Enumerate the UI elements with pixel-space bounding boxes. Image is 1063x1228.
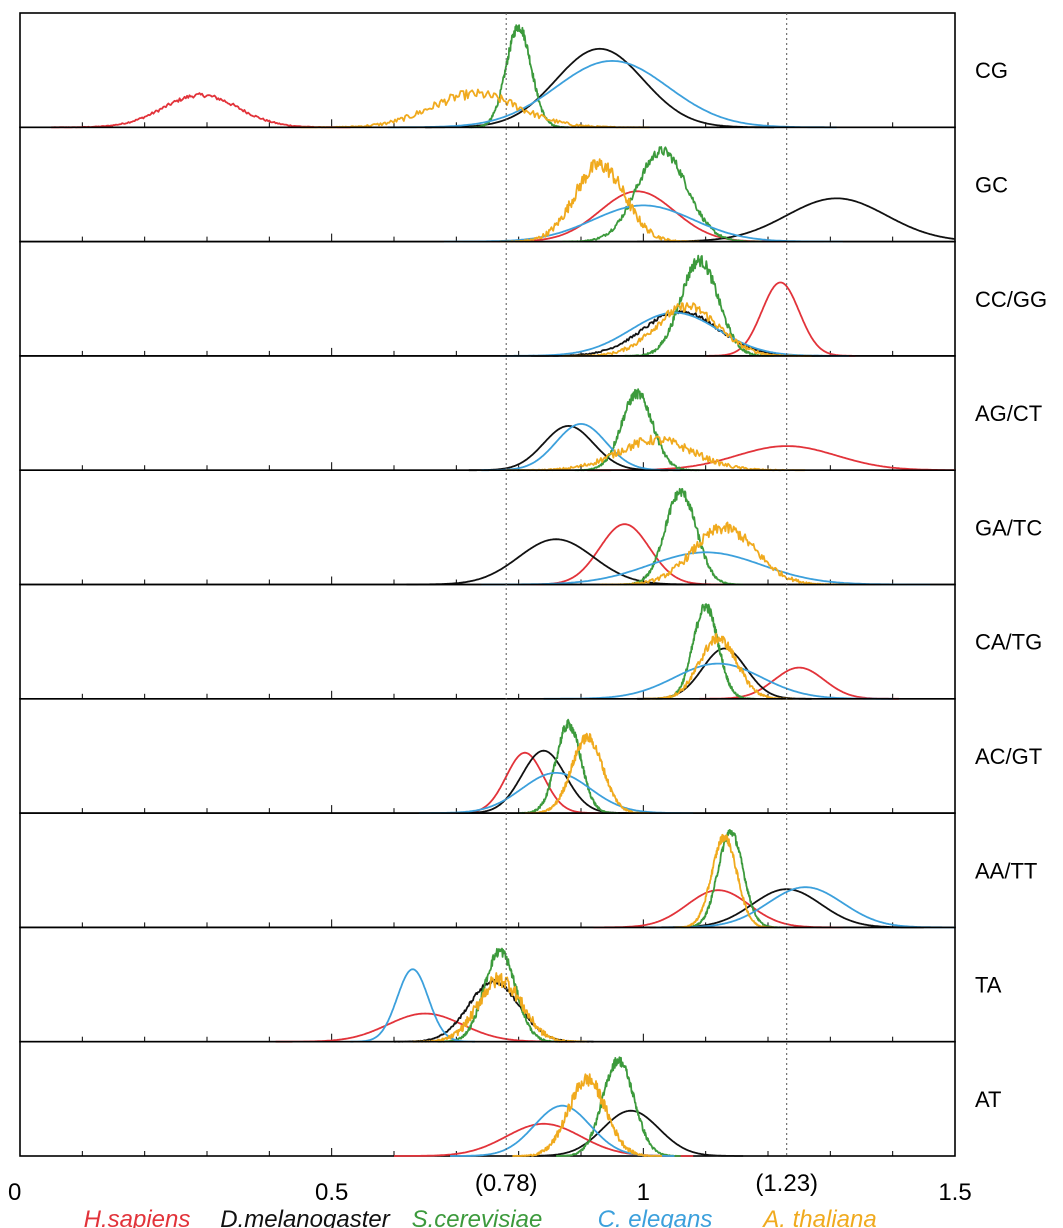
series-curve-athaliana bbox=[524, 732, 650, 814]
series-curve-scerevisiae bbox=[624, 254, 775, 357]
reference-lines: (0.78) (1.23) bbox=[475, 13, 818, 1197]
series-curve-athaliana bbox=[300, 88, 650, 129]
panel-frame bbox=[19, 469, 956, 586]
series-curve-athaliana bbox=[506, 434, 806, 472]
series-curve-dmelanogaster bbox=[636, 647, 812, 700]
series-curve-athaliana bbox=[562, 302, 812, 357]
series-curve-dmelanogaster bbox=[468, 425, 669, 472]
series-curve-celegans bbox=[481, 423, 681, 472]
series-curve-scerevisiae bbox=[618, 487, 744, 586]
reference-line-label: (0.78) bbox=[475, 1170, 538, 1197]
series-curve-scerevisiae bbox=[555, 1056, 682, 1157]
panel-frame bbox=[19, 240, 956, 357]
plot-area bbox=[19, 12, 956, 1157]
panel-label: CA/TG bbox=[975, 630, 1042, 655]
panel-label: AA/TT bbox=[975, 858, 1037, 883]
series-curve-celegans bbox=[387, 60, 837, 129]
series-curve-athaliana bbox=[643, 632, 794, 700]
panel-frame bbox=[19, 12, 956, 129]
series-curve-dmelanogaster bbox=[531, 310, 831, 357]
series-curve-celegans bbox=[500, 311, 849, 357]
series-curve-celegans bbox=[350, 968, 476, 1043]
series-curve-celegans bbox=[543, 662, 893, 700]
series-curve-celegans bbox=[418, 772, 694, 814]
series-curve-hsapiens bbox=[587, 445, 955, 472]
panel-frame bbox=[19, 355, 956, 471]
legend-entry: C. elegans bbox=[598, 1206, 713, 1228]
panel-label: AG/CT bbox=[975, 401, 1042, 426]
series-curve-dmelanogaster bbox=[393, 978, 594, 1043]
series-curve-scerevisiae bbox=[562, 146, 762, 243]
series-curve-celegans bbox=[655, 886, 955, 929]
panel-label: GC bbox=[975, 172, 1008, 197]
series-curve-scerevisiae bbox=[574, 388, 700, 472]
series-curve-hsapiens bbox=[51, 92, 351, 129]
series-curve-celegans bbox=[481, 551, 931, 586]
legend-entry: H.sapiens bbox=[84, 1206, 191, 1228]
series-curve-dmelanogaster bbox=[518, 1109, 744, 1157]
series-curve-scerevisiae bbox=[518, 718, 619, 814]
x-tick-label: 0 bbox=[8, 1179, 21, 1206]
series-curve-scerevisiae bbox=[680, 829, 781, 929]
panel-label: AT bbox=[975, 1087, 1001, 1112]
x-tick-label: 1 bbox=[637, 1179, 650, 1206]
legend-entry: S.cerevisiae bbox=[412, 1206, 543, 1228]
series-curve-dmelanogaster bbox=[406, 538, 706, 586]
panel-label: CG bbox=[975, 58, 1008, 83]
panel-label: CC/GG bbox=[975, 287, 1047, 312]
panel-labels: CG GC CC/GG AG/CT GA/TC CA/TG AC/GT AA/TT TA AT bbox=[975, 58, 1047, 1112]
legend-entry: D.melanogaster bbox=[220, 1206, 390, 1228]
panel-frame bbox=[19, 1040, 956, 1157]
panel-frame bbox=[19, 583, 956, 700]
panel-frame bbox=[19, 812, 956, 929]
series-curve-scerevisiae bbox=[468, 24, 569, 129]
series-curve-athaliana bbox=[499, 158, 700, 243]
panel-label: GA/TC bbox=[975, 515, 1042, 540]
series-curve-athaliana bbox=[512, 1073, 663, 1157]
legend: H.sapiens D.melanogaster S.cerevisiae C. el… bbox=[84, 1206, 877, 1228]
series-curve-hsapiens bbox=[705, 281, 856, 357]
reference-line-label: (1.23) bbox=[755, 1170, 818, 1197]
x-tick-label: 0.5 bbox=[315, 1179, 348, 1206]
series-curve-athaliana bbox=[412, 972, 588, 1043]
series-curve-athaliana bbox=[674, 833, 775, 929]
x-axis-tick-labels: 0 0.5 1 1.5 bbox=[8, 1179, 972, 1206]
series-curve-hsapiens bbox=[593, 889, 843, 929]
series-curve-dmelanogaster bbox=[425, 47, 775, 129]
panel-label: TA bbox=[975, 973, 1002, 998]
panel-frame bbox=[19, 697, 956, 814]
panel-frame bbox=[19, 126, 956, 243]
series-curve-scerevisiae bbox=[437, 947, 563, 1043]
series-curve-hsapiens bbox=[449, 751, 600, 814]
legend-entry: A. thaliana bbox=[761, 1206, 876, 1228]
panel-label: AC/GT bbox=[975, 744, 1042, 769]
x-tick-label: 1.5 bbox=[938, 1179, 971, 1206]
